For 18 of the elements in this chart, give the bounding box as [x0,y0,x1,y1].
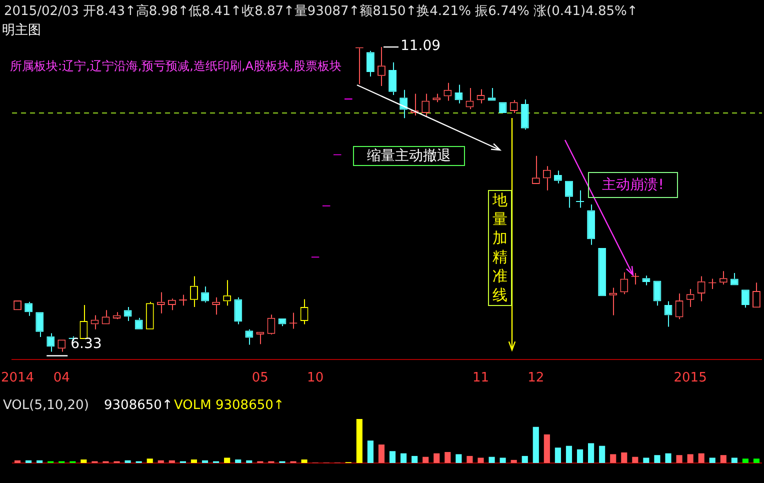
annotation: 6.33 [70,336,102,352]
chart-title: VOL(5,10,20) [3,398,89,413]
chart-title: 明主图 [2,22,41,39]
annotation: 主动崩溃! [588,172,678,198]
x-tick-label: 12 [528,370,544,386]
annotation: 所属板块:辽宁,辽宁沿海,预亏预减,造纸印刷,A股板块,股票板块 [10,58,342,75]
x-tick-label: 2015 [674,370,707,386]
annotation: 地量加精准线 [488,190,512,306]
text: VOLM 9308650↑ [174,398,284,413]
chart-subtitle: 2015/02/03 开8.43↑高8.98↑低8.41↑收8.87↑量93087↑额8150↑换4.21% 振6.74% 涨(0.41)4.85%↑ [4,3,638,20]
x-tick-label: 05 [252,370,268,386]
annotation: 11.09 [400,38,441,54]
x-tick-label: 10 [307,370,324,386]
x-tick-label: 04 [53,370,70,386]
annotation: 缩量主动撤退 [353,146,465,166]
text: 9308650↑ [104,398,173,413]
x-tick-label: 11 [472,370,490,386]
x-tick-label: 2014 [0,370,34,386]
